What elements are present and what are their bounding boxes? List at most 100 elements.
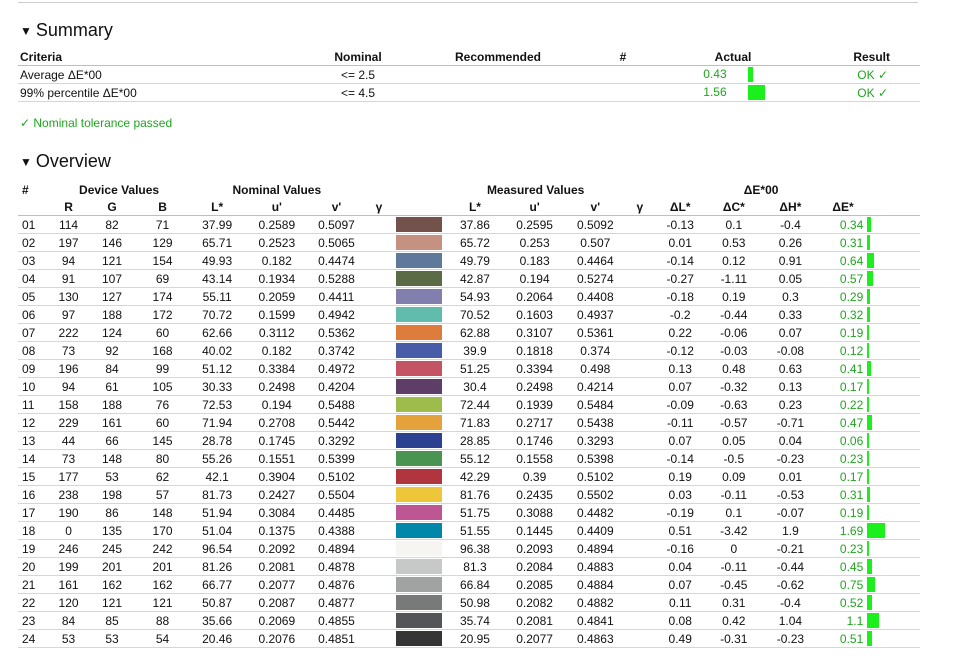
table-row: 20 199 201 201 81.26 0.2081 0.4878 81.3 0.2084 0.…: [18, 557, 920, 576]
b-cell: 154: [137, 251, 188, 270]
measured-v-cell: 0.498: [565, 359, 625, 378]
delta-e-bar-cell: [867, 395, 920, 414]
swatch-cell: [392, 467, 447, 486]
delta-e-cell: 0.64: [818, 251, 868, 270]
delta-e-bar: [867, 541, 870, 556]
nominal-l-cell: 51.12: [187, 359, 247, 378]
measured-u-cell: 0.1939: [503, 395, 566, 414]
delta-l-cell: 0.04: [654, 557, 706, 576]
delta-h-cell: 1.9: [762, 521, 819, 540]
r-cell: 238: [50, 485, 87, 504]
spacer: [18, 198, 51, 216]
nominal-v-cell: 0.3742: [307, 341, 366, 360]
delta-h-cell: -0.71: [762, 413, 819, 432]
delta-c-cell: 0.1: [705, 215, 763, 234]
nominal-u-cell: 0.2069: [246, 611, 308, 630]
measured-l-cell: 66.84: [446, 575, 504, 594]
delta-e-bar: [867, 487, 871, 502]
g-cell: 245: [86, 539, 138, 558]
measured-gamma-cell: [624, 521, 655, 540]
nominal-gamma-cell: [365, 395, 393, 414]
index-cell: 02: [18, 233, 51, 252]
delta-e-bar: [867, 217, 872, 232]
nominal-v-cell: 0.4204: [307, 377, 366, 396]
delta-l-cell: -0.14: [654, 251, 706, 270]
delta-l-cell: 0.03: [654, 485, 706, 504]
color-swatch: [396, 469, 443, 484]
delta-e-bar-cell: [867, 233, 920, 252]
delta-l-cell: 0.11: [654, 593, 706, 612]
color-swatch: [396, 253, 443, 268]
actual-value: 0.43: [703, 66, 727, 81]
delta-e-bar: [867, 613, 880, 628]
table-row: 02 197 146 129 65.71 0.2523 0.5065 65.72 0.253 0.…: [18, 233, 920, 252]
g-cell: 146: [86, 233, 138, 252]
delta-e-cell: 0.17: [818, 377, 868, 396]
nominal-gamma-cell: [365, 593, 393, 612]
measured-values-header: Measured Values: [486, 182, 585, 197]
triangle-down-icon: ▼: [20, 154, 32, 169]
index-cell: 15: [18, 467, 51, 486]
color-swatch: [396, 613, 443, 628]
nominal-gamma-cell: [365, 251, 393, 270]
delta-l-cell: 0.51: [654, 521, 706, 540]
delta-h-cell: -0.23: [762, 629, 819, 648]
actual-header: Actual: [678, 48, 788, 66]
nominal-l-cell: 20.46: [187, 629, 247, 648]
measured-v-cell: 0.4884: [565, 575, 625, 594]
delta-h-cell: 0.33: [762, 305, 819, 324]
nominal-u-cell: 0.182: [246, 251, 308, 270]
delta-e-bar-cell: [867, 215, 920, 234]
delta-e-bar-cell: [867, 359, 920, 378]
delta-c-cell: 0.31: [705, 593, 763, 612]
summary-header[interactable]: ▼ Summary: [20, 20, 113, 41]
delta-e-cell: 0.19: [818, 323, 868, 342]
g-cell: 121: [86, 593, 138, 612]
r-cell: 177: [50, 467, 87, 486]
color-swatch: [396, 289, 443, 304]
r-cell: 229: [50, 413, 87, 432]
spacer: [625, 181, 655, 198]
delta-c-cell: -0.44: [705, 305, 763, 324]
nominal-u-cell: 0.194: [246, 395, 308, 414]
measured-gamma-cell: [624, 413, 655, 432]
g-cell: 66: [86, 431, 138, 450]
index-cell: 08: [18, 341, 51, 360]
nominal-l-cell: 30.33: [187, 377, 247, 396]
g-cell: 82: [86, 215, 138, 234]
swatch-cell: [392, 305, 447, 324]
summary-title: Summary: [35, 20, 113, 40]
delta-l-cell: 0.49: [654, 629, 706, 648]
nominal-gamma-cell: [365, 485, 393, 504]
delta-c-cell: 0.42: [705, 611, 763, 630]
delta-e-cell: 0.52: [818, 593, 868, 612]
g-cell: 107: [86, 269, 138, 288]
b-cell: 174: [137, 287, 188, 306]
overview-header[interactable]: ▼ Overview: [20, 151, 111, 172]
delta-c-cell: -0.32: [705, 377, 763, 396]
table-row: 05 130 127 174 55.11 0.2059 0.4411 54.93 0.2064 0…: [18, 287, 920, 306]
summary-row: 99% percentile ΔE*00 <= 4.5 1.56 OK ✓: [18, 83, 920, 102]
delta-e-cell: 0.06: [818, 431, 868, 450]
actual-bar-track: [748, 85, 788, 101]
nominal-header: Nominal: [288, 48, 428, 66]
measured-gamma-cell: [624, 557, 655, 576]
summary-header-row: Criteria Nominal Recommended # Actual Re…: [18, 48, 920, 66]
delta-e-cell: 0.57: [818, 269, 868, 288]
overview-table: # Device Values Nominal Values Measured …: [18, 181, 920, 648]
b-cell: 57: [137, 485, 188, 504]
b-cell: 71: [137, 215, 188, 234]
delta-e-cell: 0.19: [818, 503, 868, 522]
delta-e-bar-cell: [867, 521, 920, 540]
nominal-v-cell: 0.4411: [307, 287, 366, 306]
nominal-u-cell: 0.2523: [246, 233, 308, 252]
nominal-l-cell: 35.66: [187, 611, 247, 630]
color-swatch: [396, 325, 443, 340]
nominal-u-cell: 0.2076: [246, 629, 308, 648]
delta-h-cell: 0.23: [762, 395, 819, 414]
measured-u-header: u': [503, 198, 566, 216]
swatch-cell: [392, 359, 447, 378]
nominal-gamma-cell: [365, 611, 393, 630]
g-cell: 201: [86, 557, 138, 576]
measured-v-cell: 0.5502: [565, 485, 625, 504]
